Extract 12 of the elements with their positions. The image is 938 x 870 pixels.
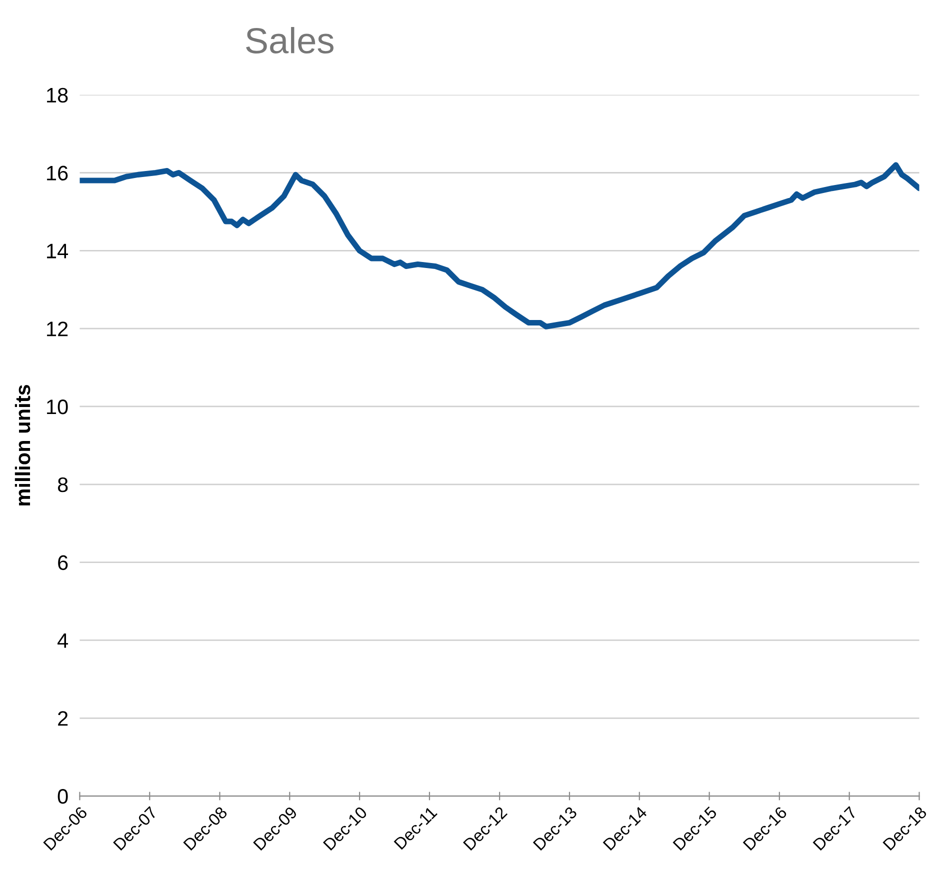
y-tick-label: 18 [47, 88, 68, 103]
y-tick-label: 12 [47, 322, 68, 336]
y-tick-label: 14 [47, 244, 68, 258]
y-tick-label: 16 [47, 166, 68, 180]
y-tick-label: 4 [58, 633, 68, 648]
y-tick-label: 8 [58, 477, 68, 492]
y-tick-label: 6 [58, 555, 68, 570]
y-tick-label: 10 [47, 399, 68, 414]
y-axis-title: million units [14, 384, 30, 506]
chart-title: Sales [246, 26, 334, 54]
y-tick-label: 2 [58, 711, 68, 726]
y-tick-label: 0 [58, 789, 68, 804]
